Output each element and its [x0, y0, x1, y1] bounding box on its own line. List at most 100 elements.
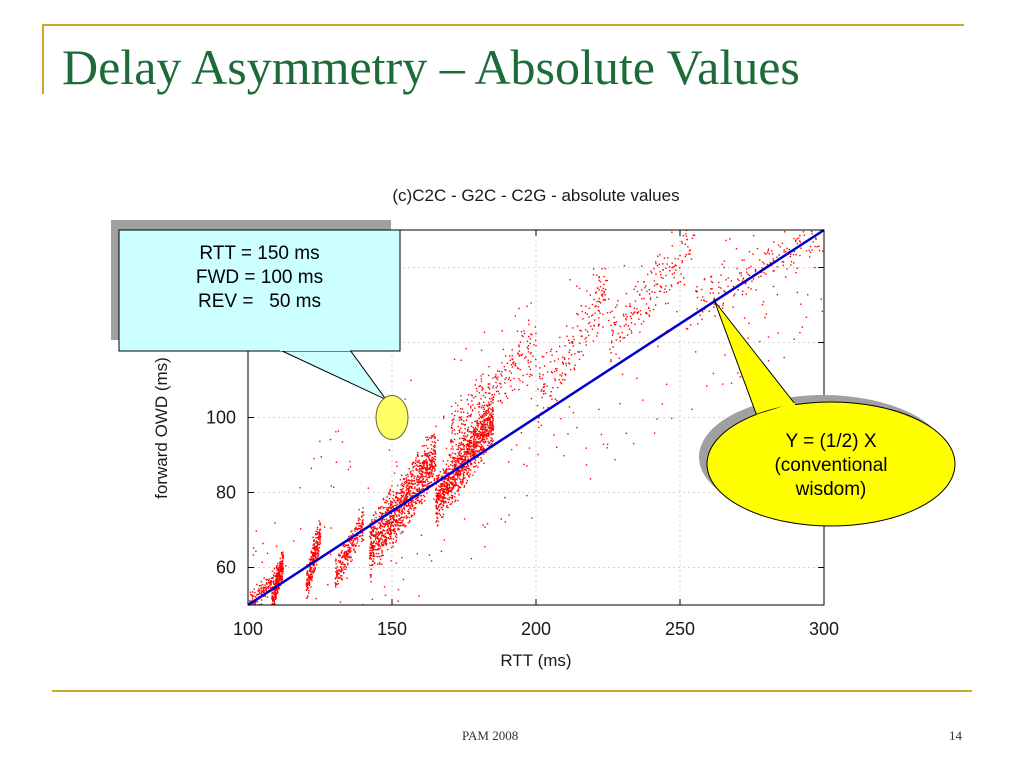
scatter-point	[681, 261, 683, 264]
scatter-point	[732, 306, 734, 308]
scatter-point	[260, 590, 263, 592]
scatter-point	[258, 589, 261, 592]
scatter-point	[255, 594, 258, 596]
scatter-point	[410, 494, 412, 497]
scatter-point	[462, 468, 464, 470]
scatter-point	[458, 451, 461, 453]
scatter-point	[459, 486, 461, 489]
scatter-point	[369, 555, 371, 557]
scatter-point	[467, 467, 469, 470]
scatter-point	[570, 354, 573, 356]
scatter-point	[497, 400, 500, 402]
scatter-point	[670, 417, 673, 420]
scatter-point	[481, 415, 483, 417]
scatter-point	[602, 443, 605, 445]
scatter-point	[381, 521, 383, 523]
scatter-point	[455, 463, 457, 466]
scatter-point	[418, 481, 421, 484]
scatter-point	[335, 567, 337, 569]
scatter-point	[437, 485, 440, 487]
scatter-point	[435, 498, 438, 501]
scatter-point	[469, 441, 472, 444]
scatter-point	[476, 450, 478, 452]
scatter-point	[532, 355, 534, 357]
scatter-point	[307, 583, 309, 585]
scatter-point	[399, 524, 402, 527]
scatter-point	[306, 570, 309, 572]
scatter-point	[450, 478, 452, 480]
scatter-point	[310, 555, 312, 558]
scatter-point	[470, 452, 472, 455]
scatter-point	[522, 374, 524, 377]
scatter-point	[390, 529, 392, 531]
scatter-point	[461, 460, 463, 463]
scatter-point	[463, 438, 466, 441]
scatter-point	[412, 509, 415, 511]
scatter-point	[477, 441, 480, 443]
scatter-point	[752, 278, 755, 280]
scatter-point	[450, 454, 452, 456]
scatter-point	[531, 374, 533, 376]
scatter-point	[518, 307, 520, 310]
scatter-point	[253, 602, 256, 604]
scatter-point	[371, 531, 373, 533]
scatter-point	[312, 544, 314, 546]
scatter-point	[800, 144, 801, 145]
scatter-point	[598, 276, 601, 278]
scatter-point	[812, 164, 813, 165]
scatter-point	[403, 485, 405, 488]
scatter-point	[384, 535, 387, 538]
scatter-point	[362, 535, 364, 537]
scatter-point	[486, 523, 489, 525]
scatter-point	[781, 261, 784, 263]
scatter-point	[395, 492, 397, 494]
scatter-point	[375, 512, 377, 515]
scatter-point	[679, 254, 681, 257]
scatter-point	[565, 364, 568, 367]
scatter-point	[436, 497, 439, 500]
scatter-point	[372, 552, 375, 554]
scatter-point	[419, 481, 421, 483]
scatter-point	[273, 607, 274, 608]
scatter-point	[396, 499, 398, 502]
scatter-point	[448, 481, 451, 483]
scatter-point	[480, 444, 483, 446]
scatter-point	[485, 426, 487, 428]
scatter-point	[393, 516, 395, 518]
scatter-point	[308, 589, 310, 592]
scatter-point	[485, 434, 487, 437]
scatter-point	[434, 442, 437, 444]
scatter-point	[399, 489, 402, 491]
scatter-point	[615, 353, 617, 355]
scatter-point	[777, 332, 779, 334]
scatter-point	[742, 278, 744, 280]
scatter-point	[488, 442, 490, 445]
scatter-point	[556, 386, 559, 389]
scatter-point	[349, 542, 352, 544]
scatter-point	[426, 465, 429, 467]
scatter-point	[478, 422, 480, 425]
scatter-point	[509, 355, 511, 357]
scatter-point	[444, 497, 446, 499]
scatter-point	[403, 491, 405, 493]
scatter-point	[490, 433, 493, 435]
scatter-point	[486, 405, 489, 408]
scatter-point	[349, 460, 351, 463]
scatter-point	[600, 294, 603, 296]
scatter-point	[385, 508, 388, 511]
scatter-point	[439, 494, 442, 496]
scatter-point	[259, 679, 260, 680]
scatter-point	[374, 535, 377, 538]
scatter-point	[443, 469, 445, 472]
scatter-point	[454, 478, 457, 480]
scatter-point	[398, 528, 400, 530]
scatter-point	[359, 522, 361, 525]
scatter-point	[418, 595, 420, 597]
scatter-point	[380, 524, 382, 526]
scatter-point	[478, 403, 481, 405]
scatter-point	[439, 503, 441, 506]
scatter-point	[610, 359, 612, 361]
scatter-point	[476, 451, 479, 453]
scatter-point	[491, 397, 493, 400]
scatter-point	[275, 597, 277, 599]
